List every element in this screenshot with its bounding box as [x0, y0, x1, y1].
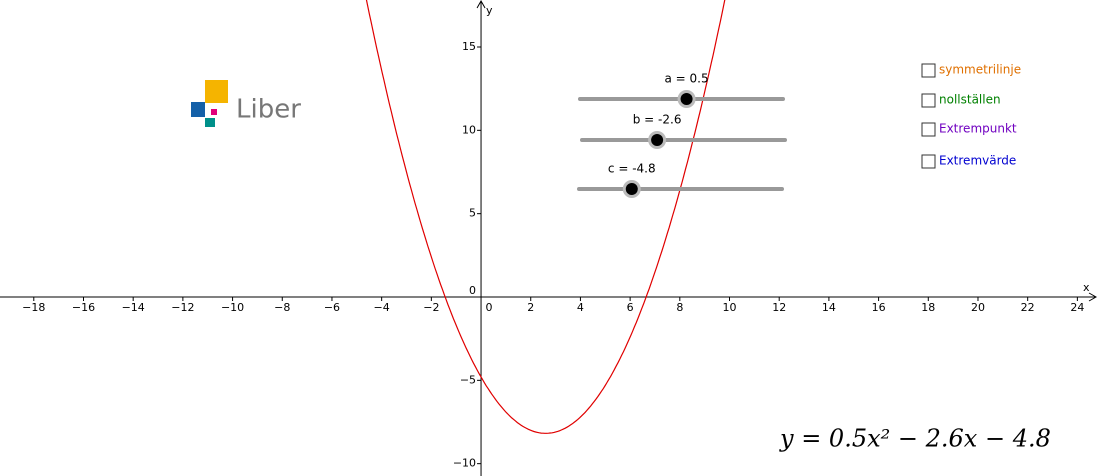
slider-label: c = -4.8 — [608, 162, 656, 176]
x-tick-label: 14 — [822, 301, 836, 314]
logo-square — [205, 80, 228, 103]
x-tick-label: −2 — [423, 301, 439, 314]
slider-label: a = 0.5 — [665, 72, 709, 86]
x-tick-label: 6 — [627, 301, 634, 314]
x-tick-label: 20 — [971, 301, 985, 314]
slider-knob[interactable] — [651, 134, 664, 146]
y-tick-label: 5 — [469, 207, 476, 220]
checkbox-label[interactable]: Extrempunkt — [939, 122, 1017, 136]
y-axis-arrow — [476, 0, 486, 9]
slider-label: b = -2.6 — [633, 113, 682, 127]
y-tick-label: −5 — [460, 373, 476, 386]
x-tick-label: 12 — [772, 301, 786, 314]
checkbox[interactable] — [921, 122, 936, 137]
x-tick-label: −4 — [374, 301, 390, 314]
checkbox[interactable] — [921, 154, 936, 169]
x-axis-arrow — [1088, 292, 1097, 302]
y-tick-label: 10 — [462, 123, 476, 136]
function-curve — [365, 0, 726, 434]
x-tick-label: 16 — [872, 301, 886, 314]
checkbox[interactable] — [921, 63, 936, 78]
checkbox-label[interactable]: symmetrilinje — [939, 63, 1021, 77]
x-tick-label: 24 — [1070, 301, 1084, 314]
formula: y = 0.5x² − 2.6x − 4.8 — [779, 425, 1051, 453]
x-tick-label: 22 — [1021, 301, 1035, 314]
slider-knob[interactable] — [625, 183, 638, 195]
y-tick-label: −10 — [453, 457, 476, 470]
checkbox-label[interactable]: nollställen — [939, 93, 1001, 107]
x-tick-label: 10 — [723, 301, 737, 314]
logo-text: Liber — [236, 95, 301, 125]
checkbox[interactable] — [921, 93, 936, 108]
x-tick-label: 8 — [676, 301, 683, 314]
logo-square — [205, 118, 215, 127]
x-tick-label: 18 — [921, 301, 935, 314]
x-tick-label: −14 — [122, 301, 145, 314]
y-tick-label: 15 — [462, 40, 476, 53]
logo-square — [191, 102, 205, 117]
y-axis-label: y — [486, 4, 493, 17]
x-tick-label: 2 — [527, 301, 534, 314]
x-tick-label: 0 — [486, 301, 493, 314]
x-tick-label: −8 — [274, 301, 290, 314]
x-tick-label: −10 — [221, 301, 244, 314]
x-tick-label: −6 — [324, 301, 340, 314]
x-axis-label: x — [1083, 281, 1090, 294]
y-tick-label: 0 — [469, 284, 476, 297]
logo: Liber — [191, 80, 301, 127]
x-tick-label: −12 — [171, 301, 194, 314]
checkbox-label[interactable]: Extremvärde — [939, 154, 1016, 168]
x-tick-label: −16 — [72, 301, 95, 314]
slider-knob[interactable] — [680, 93, 693, 105]
x-tick-label: 4 — [577, 301, 584, 314]
x-tick-label: −18 — [22, 301, 45, 314]
logo-square — [211, 109, 217, 115]
